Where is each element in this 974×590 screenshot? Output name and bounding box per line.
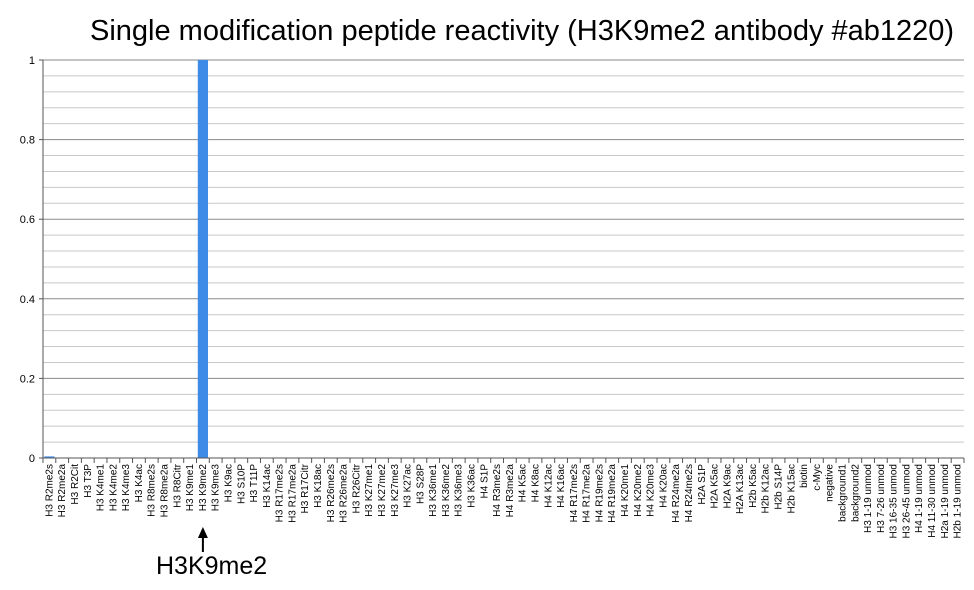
x-tick-label: H3 K27me2 <box>377 464 388 517</box>
annotation-label: H3K9me2 <box>156 552 268 580</box>
x-tick-label: H4 K12ac <box>543 464 554 508</box>
x-tick-label: H4 11-30 unmod <box>927 464 938 538</box>
grid-lines <box>43 59 964 443</box>
x-tick-label: H3 K9me1 <box>185 464 196 512</box>
x-tick-label: H3 T11P <box>249 464 260 503</box>
x-tick-label: biotin <box>799 464 810 488</box>
chart-title: Single modification peptide reactivity (… <box>90 15 955 47</box>
x-tick-label: background2 <box>850 464 861 522</box>
x-tick-label: H3 R26me2a <box>339 464 350 523</box>
x-tick-label: negative <box>825 464 836 502</box>
y-tick-label: 0.2 <box>20 373 35 385</box>
x-tick-label: H4 R24me2a <box>671 464 682 523</box>
x-tick-label: H3 R8Citr <box>172 463 183 508</box>
x-tick-label: H4 K20me2 <box>633 464 644 517</box>
x-tick-label: H3 K27ac <box>403 464 414 508</box>
x-tick-label: H4 R17me2a <box>582 464 593 523</box>
x-tick-label: c-Myc <box>812 464 823 491</box>
y-tick-labels: 0 0.2 0.4 0.6 0.8 1 <box>20 55 35 465</box>
x-tick-label: H3 1-19 unmod <box>863 464 874 533</box>
x-tick-label: H3 26-45 unmod <box>901 464 912 539</box>
x-tick-label: H4 R24me2s <box>684 464 695 522</box>
x-tick-label: H2A S1P <box>697 464 708 505</box>
x-tick-label: H2b S14P <box>774 464 785 510</box>
x-tick-label: H3 R2me2a <box>57 464 68 518</box>
x-tick-label: H3 S10P <box>236 464 247 504</box>
x-tick-label: H3 7-26 unmod <box>876 464 887 533</box>
x-tick-label: H3 K4ac <box>134 464 145 502</box>
x-tick-label: H2a 1-19 unmod <box>940 464 951 539</box>
x-tick-label: H3 K36ac <box>467 464 478 508</box>
x-tick-label: H3 K4me3 <box>121 464 132 512</box>
bars <box>44 60 209 458</box>
x-tick-label: H4 R3me2s <box>492 464 503 517</box>
x-tick-label: H3 R17me2a <box>287 464 298 523</box>
x-tick-label: H4 K20me1 <box>620 464 631 517</box>
x-tick-label: H3 K9ac <box>223 464 234 502</box>
x-tick-label: H3 K4me1 <box>96 464 107 512</box>
x-tick-label: H4 1-19 unmod <box>914 464 925 533</box>
x-tick-label: H3 K36me3 <box>454 464 465 517</box>
x-tick-label: H3 K27me1 <box>364 464 375 517</box>
x-tick-label: H4 R17me2s <box>569 464 580 522</box>
x-tick-label: H2b K15ac <box>786 464 797 513</box>
x-tick-label: H4 K5ac <box>518 464 529 502</box>
x-tick-label: H4 R3me2a <box>505 464 516 518</box>
x-tick-label: H3 R17Citr <box>300 463 311 513</box>
x-tick-label: H2A K9ac <box>722 464 733 508</box>
x-tick-label: H3 K36me1 <box>428 464 439 517</box>
y-tick-label: 0.4 <box>20 294 35 306</box>
x-tick-label: H4 K20ac <box>658 464 669 508</box>
x-tick-label: H4 R19me2a <box>607 464 618 523</box>
x-tick-label: H2A K13ac <box>735 464 746 514</box>
bar <box>44 456 55 458</box>
x-tick-label: H3 K27me3 <box>390 464 401 517</box>
x-tick-label: H4 K20me3 <box>646 464 657 517</box>
x-tick-label: H2b 1-19 unmod <box>953 464 964 539</box>
x-tick-label: H3 K18ac <box>313 464 324 508</box>
x-tick-label: H3 R2me2s <box>44 464 55 517</box>
x-tick-label: H2b K12ac <box>761 464 772 513</box>
x-tick-label: H3 16-35 unmod <box>889 464 900 539</box>
y-tick-label: 1 <box>29 55 35 67</box>
x-tick-label: H3 S28P <box>415 464 426 504</box>
x-tick-label: H3 R26Citr <box>351 463 362 513</box>
x-tick-label: H3 K4me2 <box>108 464 119 512</box>
x-tick-label: H3 R17me2s <box>275 464 286 522</box>
x-tick-label: H4 K16ac <box>556 464 567 508</box>
x-tick-label: H3 R8me2a <box>160 464 171 518</box>
x-tick-label: H2A K5ac <box>710 464 721 508</box>
y-tick-label: 0.6 <box>20 214 35 226</box>
x-tick-label: background1 <box>837 464 848 522</box>
y-tick-label: 0 <box>29 453 35 465</box>
callout-arrow <box>197 527 208 552</box>
x-tick-label: H4 S1P <box>479 464 490 499</box>
axes <box>39 59 965 463</box>
x-tick-label: H4 K8ac <box>530 464 541 502</box>
x-tick-label: H3 R26me2s <box>326 464 337 522</box>
x-tick-label: H3 K9me2 <box>198 464 209 512</box>
x-tick-label: H3 K9me3 <box>211 464 222 512</box>
x-tick-label: H3 K14ac <box>262 464 273 508</box>
x-tick-labels: H3 R2me2s H3 R2me2a H3 R2Cit H3 T3P H3 K4me1… <box>44 463 963 538</box>
x-tick-label: H3 R8me2s <box>147 464 158 517</box>
y-tick-label: 0.8 <box>20 135 35 147</box>
arrow-head <box>197 527 208 538</box>
x-tick-label: H2b K5ac <box>748 464 759 508</box>
x-tick-label: H3 K36me2 <box>441 464 452 517</box>
x-tick-label: H3 R2Cit <box>70 464 81 505</box>
bar <box>197 60 209 458</box>
x-tick-label: H3 T3P <box>83 464 94 498</box>
x-tick-label: H4 R19me2s <box>594 464 605 522</box>
